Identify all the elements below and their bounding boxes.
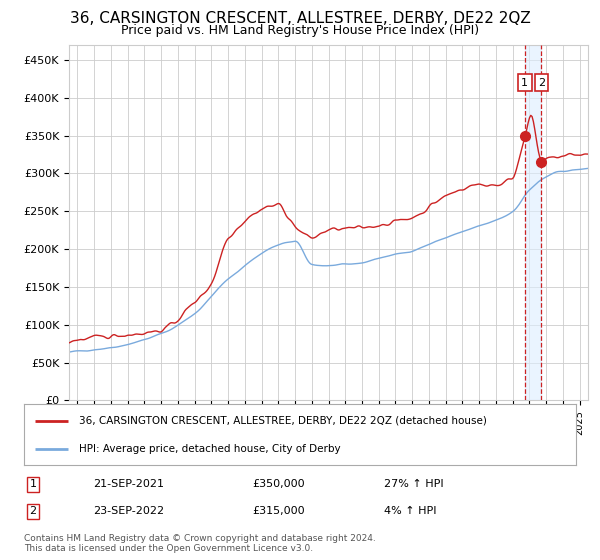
- Text: 36, CARSINGTON CRESCENT, ALLESTREE, DERBY, DE22 2QZ: 36, CARSINGTON CRESCENT, ALLESTREE, DERB…: [70, 11, 530, 26]
- Text: 2: 2: [538, 78, 545, 87]
- Text: 21-SEP-2021: 21-SEP-2021: [93, 479, 164, 489]
- Text: 1: 1: [29, 479, 37, 489]
- Text: 2: 2: [29, 506, 37, 516]
- Text: 27% ↑ HPI: 27% ↑ HPI: [384, 479, 443, 489]
- Text: Contains HM Land Registry data © Crown copyright and database right 2024.
This d: Contains HM Land Registry data © Crown c…: [24, 534, 376, 553]
- Text: Price paid vs. HM Land Registry's House Price Index (HPI): Price paid vs. HM Land Registry's House …: [121, 24, 479, 36]
- Text: 36, CARSINGTON CRESCENT, ALLESTREE, DERBY, DE22 2QZ (detached house): 36, CARSINGTON CRESCENT, ALLESTREE, DERB…: [79, 416, 487, 426]
- Bar: [525, 45, 541, 400]
- Text: 1: 1: [521, 78, 528, 87]
- Text: 4% ↑ HPI: 4% ↑ HPI: [384, 506, 437, 516]
- Text: 23-SEP-2022: 23-SEP-2022: [93, 506, 164, 516]
- Text: £350,000: £350,000: [252, 479, 305, 489]
- Text: £315,000: £315,000: [252, 506, 305, 516]
- Text: HPI: Average price, detached house, City of Derby: HPI: Average price, detached house, City…: [79, 444, 341, 454]
